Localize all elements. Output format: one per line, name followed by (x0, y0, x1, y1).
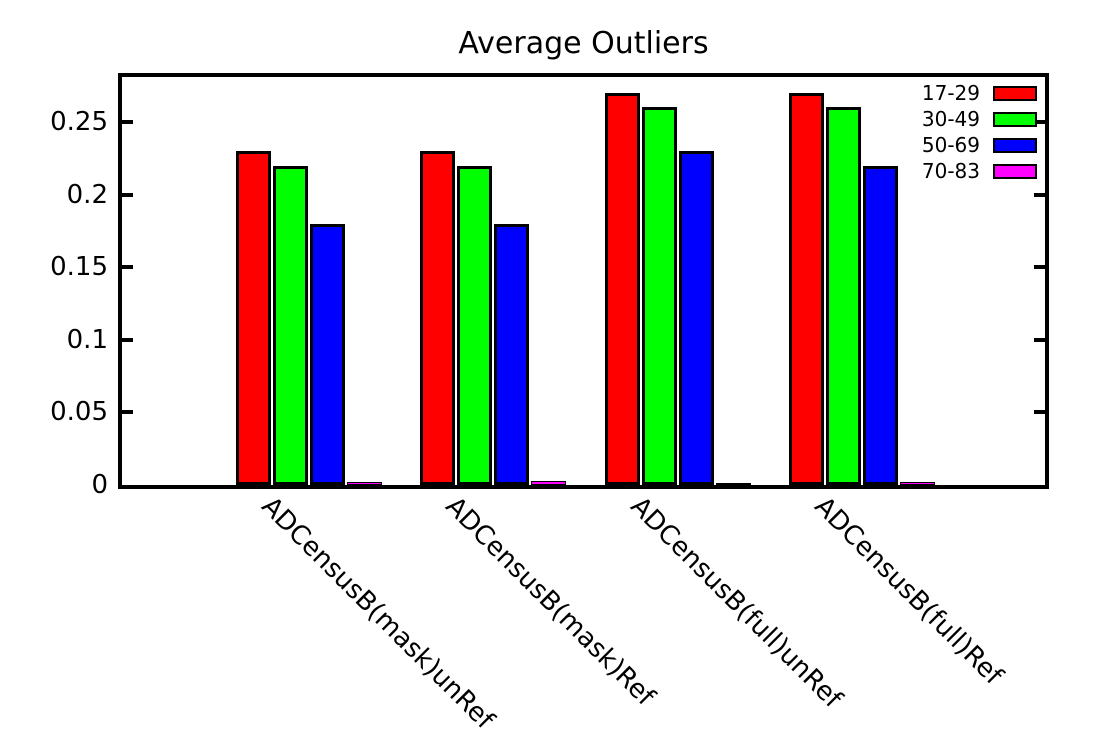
bar-50-69-group2 (494, 224, 529, 485)
y-tick-label: 0.05 (50, 397, 108, 428)
legend-label: 17-29 (921, 81, 980, 105)
legend-item: 70-83 (922, 158, 1037, 184)
bar-50-69-group1 (310, 224, 345, 485)
y-tick-label: 0.15 (50, 252, 108, 283)
bar-30-49-group3 (642, 107, 677, 485)
legend-label: 30-49 (921, 107, 980, 131)
y-tick-right (1034, 120, 1045, 124)
legend-item: 30-49 (922, 106, 1037, 132)
bar-70-83-group4 (900, 482, 935, 485)
y-tick-right (1034, 337, 1045, 342)
bar-70-83-group2 (531, 481, 566, 485)
legend-swatch (993, 163, 1037, 179)
bar-17-29-group3 (605, 93, 640, 485)
y-tick-left (122, 410, 133, 415)
legend-item: 17-29 (922, 80, 1037, 106)
x-category-label: ADCensusB(full)Ref (808, 491, 1009, 691)
y-tick-right (1034, 410, 1045, 415)
y-tick-left (122, 337, 133, 342)
y-tick-left (122, 192, 133, 197)
y-tick-right (1034, 192, 1045, 197)
y-tick-left (122, 265, 133, 270)
y-tick-right (1034, 265, 1045, 270)
y-tick-label: 0 (91, 470, 108, 500)
bar-30-49-group4 (826, 107, 861, 485)
y-tick-left (122, 120, 133, 124)
y-tick-label: 0.1 (66, 324, 108, 355)
bar-50-69-group3 (679, 151, 714, 485)
y-tick-label: 0.2 (66, 179, 108, 210)
bar-50-69-group4 (863, 166, 898, 485)
legend-swatch (993, 85, 1037, 101)
plot-area (118, 73, 1049, 489)
legend: 17-29 30-49 50-69 70-83 (922, 80, 1037, 184)
plot-inner (122, 77, 1045, 485)
y-tick-label: 0.25 (50, 107, 108, 137)
bar-17-29-group4 (789, 93, 824, 485)
bar-70-83-group3 (716, 483, 751, 485)
bar-17-29-group1 (236, 151, 271, 485)
chart-title: Average Outliers (458, 26, 709, 61)
bar-30-49-group1 (273, 166, 308, 485)
legend-swatch (993, 111, 1037, 127)
bar-17-29-group2 (420, 151, 455, 485)
bar-70-83-group1 (347, 482, 382, 485)
legend-swatch (993, 137, 1037, 153)
bar-30-49-group2 (457, 166, 492, 485)
x-category-label: ADCensusB(full)unRef (624, 491, 848, 715)
legend-label: 50-69 (921, 133, 980, 157)
legend-item: 50-69 (922, 132, 1037, 158)
legend-label: 70-83 (921, 159, 980, 183)
x-category-label: ADCensusB(mask)Ref (439, 491, 661, 712)
